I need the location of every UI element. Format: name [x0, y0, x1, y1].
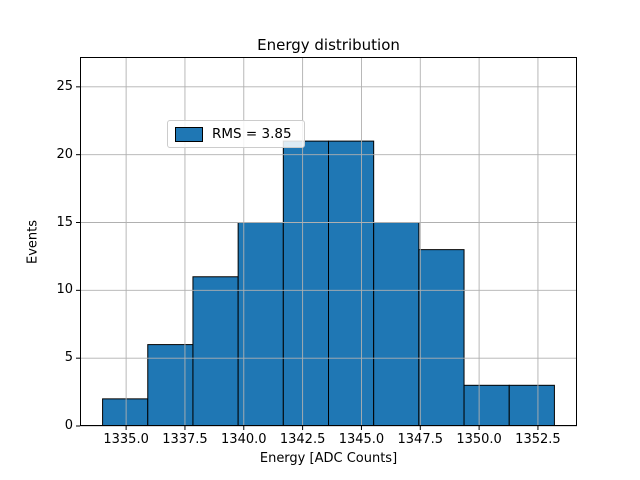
histogram-bar	[237, 222, 284, 427]
histogram-bar	[373, 222, 420, 427]
x-tick-label: 1352.5	[515, 432, 561, 447]
histogram-bar	[463, 384, 510, 427]
histogram-bar	[102, 398, 149, 427]
y-tick-label: 0	[64, 418, 73, 433]
axes-spines	[80, 57, 577, 426]
x-axis-label: Energy [ADC Counts]	[259, 451, 398, 466]
histogram-bar	[192, 276, 239, 427]
legend-swatch-icon	[175, 126, 203, 142]
histogram-bar	[282, 140, 330, 427]
legend-label: RMS = 3.85	[212, 126, 292, 142]
y-axis-label: Events	[25, 219, 41, 265]
x-tick-label: 1347.5	[397, 432, 444, 447]
histogram-bar	[508, 384, 555, 427]
histogram-bar	[328, 140, 375, 427]
histogram-plot	[76, 57, 577, 430]
y-tick-label: 10	[56, 282, 73, 298]
y-tick-label: 15	[56, 214, 73, 230]
plot-area: RMS = 3.85	[76, 57, 577, 430]
y-tick-label: 5	[64, 350, 73, 366]
y-tick-label: 20	[56, 146, 73, 162]
y-tick-label: 25	[56, 78, 73, 94]
legend: RMS = 3.85	[167, 120, 305, 148]
x-tick-label: 1340.0	[221, 432, 267, 447]
x-tick-label: 1337.5	[162, 432, 208, 447]
histogram-bar	[418, 249, 465, 427]
x-tick-label: 1350.0	[456, 432, 502, 447]
chart-title: Energy distribution	[257, 36, 400, 54]
x-tick-label: 1342.5	[279, 432, 326, 447]
x-tick-label: 1345.0	[338, 432, 385, 447]
histogram-bar	[147, 344, 194, 427]
x-tick-label: 1335.0	[103, 432, 149, 447]
